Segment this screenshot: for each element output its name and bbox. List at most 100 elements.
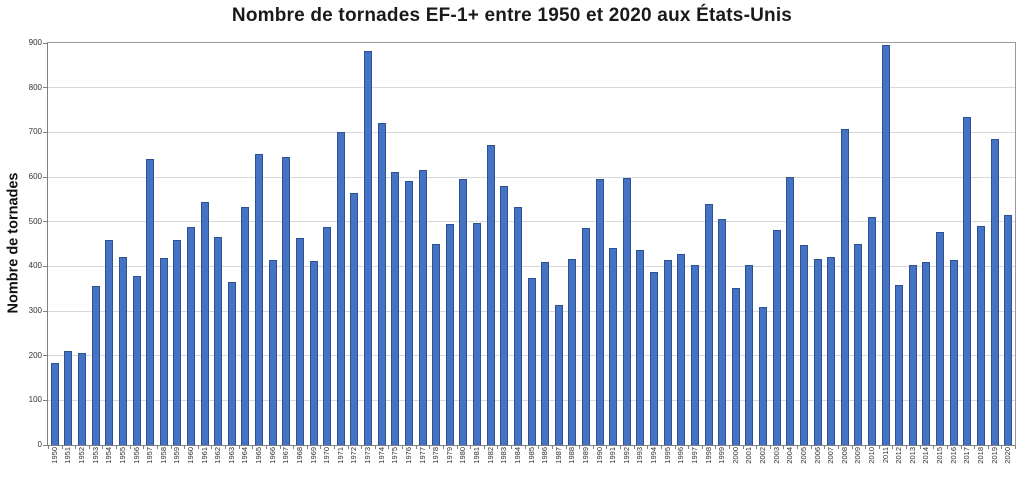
x-tick-mark: [592, 446, 594, 449]
bar-1987: [554, 305, 563, 445]
x-tick-label-1959: 1959: [172, 447, 182, 464]
y-tick-mark: [43, 399, 47, 401]
bar-1961: [200, 202, 209, 445]
bar-1971: [336, 131, 345, 445]
x-tick-label-1993: 1993: [635, 447, 645, 464]
x-tick-mark: [238, 446, 240, 449]
x-tick-mark: [756, 446, 758, 449]
x-tick-mark: [1001, 446, 1003, 449]
y-tick-mark: [43, 355, 47, 357]
x-tick-mark: [497, 446, 499, 449]
bar-1980: [459, 178, 468, 445]
bar-2006: [813, 259, 822, 445]
x-tick-mark: [769, 446, 771, 449]
x-tick-label-2011: 2011: [880, 447, 890, 464]
x-tick-label-2013: 2013: [907, 447, 917, 464]
bar-1974: [377, 122, 386, 445]
x-tick-label-1968: 1968: [294, 447, 304, 464]
x-tick-mark: [674, 446, 676, 449]
bar-1984: [513, 207, 522, 445]
x-tick-mark: [293, 446, 295, 449]
y-tick-mark: [43, 42, 47, 44]
x-tick-mark: [797, 446, 799, 449]
bar-1970: [323, 227, 332, 445]
x-tick-mark: [306, 446, 308, 449]
x-tick-label-1952: 1952: [77, 447, 87, 464]
x-tick-mark: [102, 446, 104, 449]
bar-1986: [541, 261, 550, 445]
x-tick-label-1994: 1994: [649, 447, 659, 464]
x-tick-mark: [143, 446, 145, 449]
bar-2000: [731, 288, 740, 445]
x-tick-mark: [606, 446, 608, 449]
x-tick-label-1982: 1982: [485, 447, 495, 464]
x-tick-mark: [320, 446, 322, 449]
bar-1954: [105, 239, 114, 445]
x-tick-mark: [987, 446, 989, 449]
bar-2007: [827, 257, 836, 445]
bar-1963: [227, 282, 236, 445]
x-tick-label-2014: 2014: [921, 447, 931, 464]
x-tick-mark: [225, 446, 227, 449]
y-tick-mark: [43, 444, 47, 446]
bar-1965: [255, 154, 264, 445]
bar-1952: [78, 353, 87, 445]
x-tick-mark: [633, 446, 635, 449]
bar-1983: [500, 186, 509, 445]
y-tick-label: 700: [28, 127, 42, 137]
gridline-700: [48, 131, 1015, 133]
bar-2011: [881, 44, 890, 445]
x-tick-mark: [129, 446, 131, 449]
x-tick-label-1980: 1980: [458, 447, 468, 464]
y-tick-mark: [43, 176, 47, 178]
x-tick-label-1964: 1964: [240, 447, 250, 464]
x-tick-label-1996: 1996: [676, 447, 686, 464]
x-tick-label-1986: 1986: [540, 447, 550, 464]
bar-1956: [132, 276, 141, 445]
bar-1995: [663, 260, 672, 445]
x-tick-label-2015: 2015: [935, 447, 945, 464]
y-tick-mark: [43, 131, 47, 133]
bar-1950: [50, 363, 59, 445]
bar-1982: [486, 144, 495, 445]
x-tick-label-1954: 1954: [104, 447, 114, 464]
x-tick-mark: [265, 446, 267, 449]
bar-2017: [963, 116, 972, 445]
bar-1978: [432, 244, 441, 445]
x-tick-mark: [647, 446, 649, 449]
x-tick-label-1971: 1971: [335, 447, 345, 464]
x-tick-label-1974: 1974: [376, 447, 386, 464]
x-tick-mark: [892, 446, 894, 449]
x-tick-mark: [688, 446, 690, 449]
x-tick-mark: [483, 446, 485, 449]
x-tick-label-1984: 1984: [512, 447, 522, 464]
gridline-400: [48, 265, 1015, 267]
bar-2012: [895, 284, 904, 445]
x-tick-mark: [374, 446, 376, 449]
bar-2002: [759, 306, 768, 445]
x-tick-label-2012: 2012: [894, 447, 904, 464]
bar-2018: [976, 226, 985, 445]
x-tick-mark: [933, 446, 935, 449]
y-tick-label: 800: [28, 82, 42, 92]
x-tick-mark: [61, 446, 63, 449]
y-tick-label: 900: [28, 38, 42, 47]
chart-title: Nombre de tornades EF-1+ entre 1950 et 2…: [231, 5, 793, 26]
x-tick-label-2005: 2005: [798, 447, 808, 464]
x-tick-label-1972: 1972: [349, 447, 359, 464]
y-tick-label: 500: [28, 216, 42, 226]
bar-2008: [840, 129, 849, 445]
y-tick-label: 100: [28, 395, 42, 405]
bar-1962: [214, 236, 223, 445]
x-tick-label-2016: 2016: [948, 447, 958, 464]
x-tick-mark: [878, 446, 880, 449]
x-tick-mark: [429, 446, 431, 449]
x-tick-label-2006: 2006: [812, 447, 822, 464]
x-tick-mark: [660, 446, 662, 449]
bar-1973: [364, 50, 373, 445]
x-tick-label-2004: 2004: [785, 447, 795, 464]
bar-2013: [908, 265, 917, 445]
x-tick-label-2010: 2010: [866, 447, 876, 464]
bar-1958: [159, 258, 168, 445]
